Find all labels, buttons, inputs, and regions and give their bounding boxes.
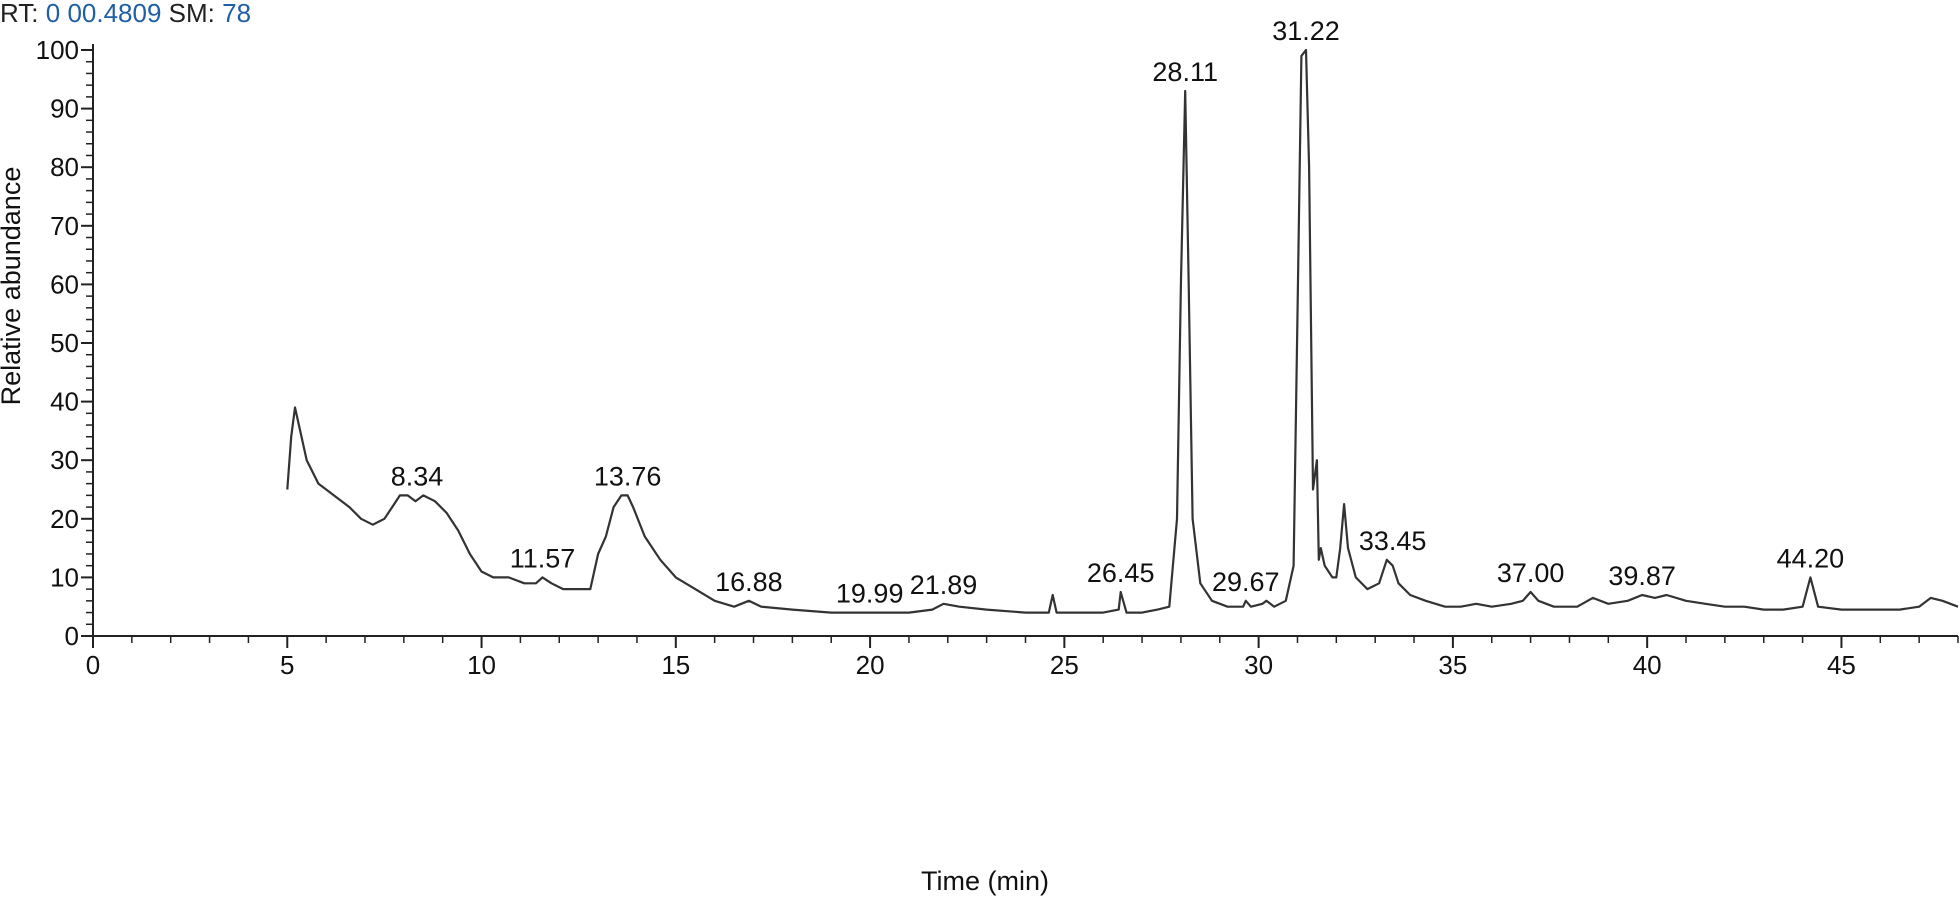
x-tick-label: 45 [1827,650,1856,680]
peak-label: 31.22 [1272,16,1340,46]
x-tick-label: 35 [1438,650,1467,680]
peak-label: 37.00 [1497,558,1565,588]
peak-label: 19.99 [836,579,904,609]
y-tick-label: 60 [50,269,79,299]
x-tick-label: 0 [86,650,100,680]
y-tick-label: 40 [50,387,79,417]
peak-label: 39.87 [1608,561,1676,591]
y-tick-label: 50 [50,328,79,358]
y-tick-label: 10 [50,562,79,592]
header-readout: RT: 0 00.4809 SM: 78 [0,0,251,30]
y-axis-ticks: 0 10 20 30 40 50 60 70 80 90 100 [36,35,93,651]
peak-label: 28.11 [1152,57,1218,87]
x-tick-label: 30 [1244,650,1273,680]
y-tick-label: 90 [50,94,79,124]
peak-label: 26.45 [1087,558,1155,588]
sm-label: SM: [168,0,215,28]
x-tick-label: 15 [661,650,690,680]
peak-label: 11.57 [510,543,576,573]
y-tick-label: 0 [65,621,79,651]
peak-label: 16.88 [715,567,783,597]
y-tick-label: 100 [36,35,79,65]
x-tick-label: 10 [467,650,496,680]
y-tick-label: 70 [50,211,79,241]
sm-value: 78 [222,0,252,28]
y-tick-label: 30 [50,445,79,475]
x-tick-label: 5 [280,650,294,680]
rt-label: RT: [0,0,39,28]
peak-label: 8.34 [391,461,444,491]
rt-value: 0 00.4809 [45,0,162,28]
x-tick-label: 20 [856,650,885,680]
peak-label: 21.89 [910,570,978,600]
x-axis-title: Time (min) [921,866,1049,896]
y-tick-label: 20 [50,504,79,534]
peak-label: 33.45 [1359,526,1427,556]
peak-label: 44.20 [1777,543,1845,573]
peak-label: 13.76 [594,461,662,491]
y-axis-title: Relative abundance [0,167,26,406]
x-tick-label: 40 [1633,650,1662,680]
peak-labels: 8.34 11.57 13.76 16.88 19.99 21.89 26.45 28.11 2… [391,16,1844,609]
peak-label: 29.67 [1212,567,1280,597]
y-tick-label: 80 [50,152,79,182]
axes [92,44,1958,637]
x-axis-ticks: 0 5 10 15 20 25 30 35 40 45 [86,636,1959,680]
x-tick-label: 25 [1050,650,1079,680]
chromatogram-trace [286,48,1959,614]
